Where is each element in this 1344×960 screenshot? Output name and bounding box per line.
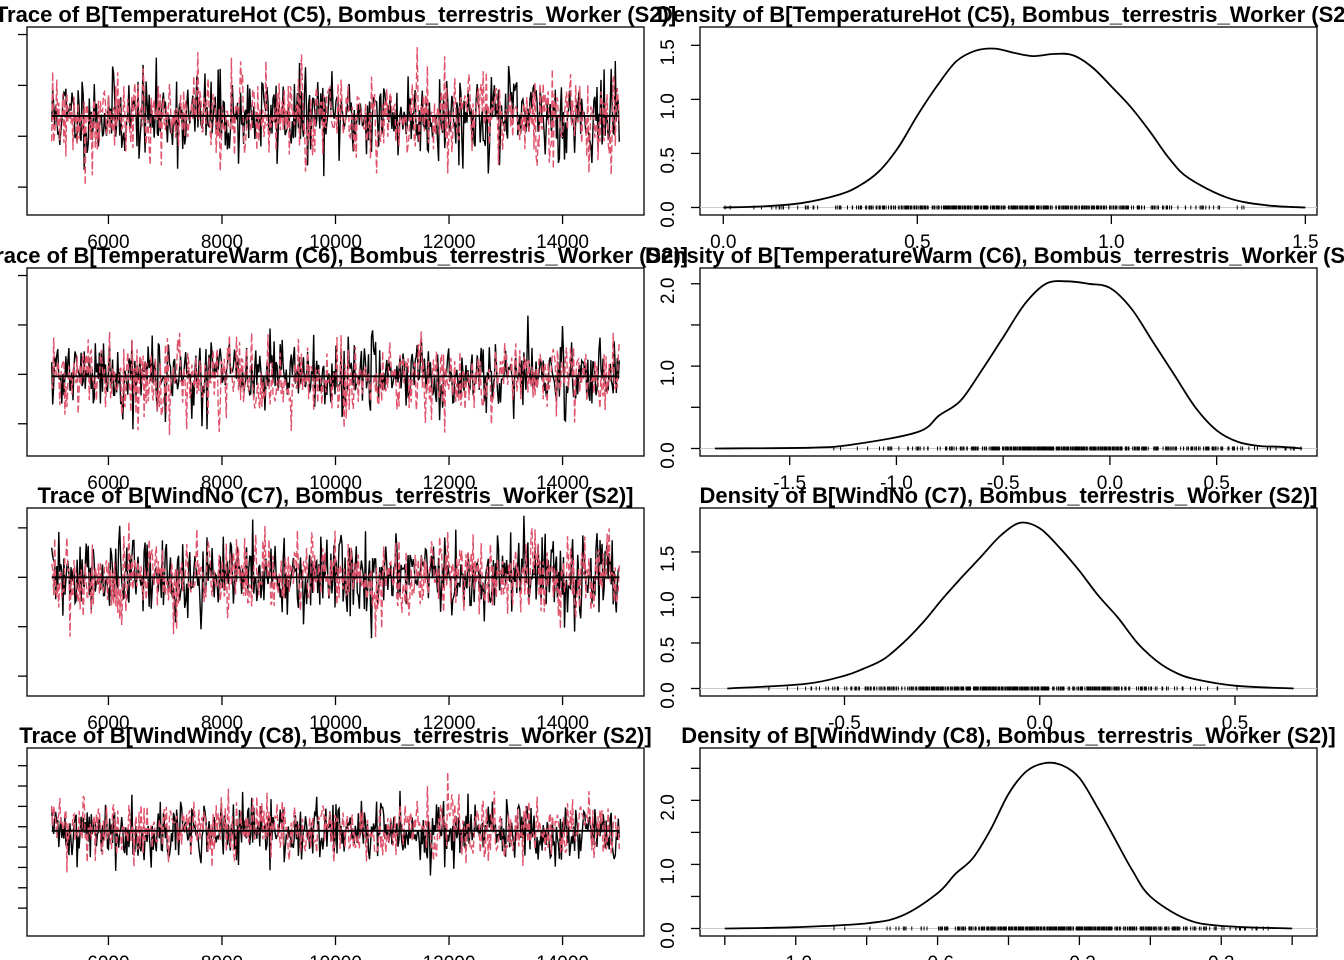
panel-title: Trace of B[WindWindy (C8), Bombus_terres… (19, 723, 651, 748)
y-tick-label: 2.0 (658, 278, 679, 304)
y-tick-label: 0.0 (658, 682, 679, 708)
x-tick-label: 14000 (536, 953, 589, 960)
panel-title: Density of B[TemperatureHot (C5), Bombus… (657, 2, 1344, 27)
x-tick-label: 1.0 (1098, 232, 1124, 253)
rug-marks (833, 446, 1302, 451)
trace-series-2 (51, 331, 620, 436)
x-tick-label: 14000 (536, 713, 589, 734)
x-tick-label: -0.5 (828, 713, 861, 734)
x-tick-label: 0.2 (1208, 953, 1234, 960)
trace-series-2 (51, 47, 620, 186)
x-tick-label: 6000 (87, 232, 129, 253)
density-panel-2: Density of B[TemperatureWarm (C6), Bombu… (645, 243, 1344, 494)
panel-title: Density of B[TemperatureWarm (C6), Bombu… (645, 243, 1344, 268)
trace-series-1 (51, 515, 620, 639)
y-tick-label: 1.0 (658, 360, 679, 386)
x-tick-label: 10000 (309, 232, 362, 253)
trace-panel-3: Trace of B[WindNo (C7), Bombus_terrestri… (18, 483, 645, 734)
x-tick-label: 10000 (309, 953, 362, 960)
panel-title: Density of B[WindWindy (C8), Bombus_terr… (681, 723, 1335, 748)
plot-frame (699, 26, 1318, 216)
x-tick-label: 0.0 (1097, 473, 1123, 494)
y-tick-label: 1.0 (658, 591, 679, 617)
plot-frame (699, 267, 1318, 457)
y-tick-label: 1.5 (658, 546, 679, 572)
x-tick-label: -0.5 (987, 473, 1020, 494)
x-tick-label: -1.5 (773, 473, 806, 494)
x-tick-label: -1.0 (779, 953, 812, 960)
density-curve (723, 47, 1306, 209)
rug-marks (833, 926, 1269, 931)
x-tick-label: -1.0 (880, 473, 913, 494)
x-tick-label: 0.0 (710, 232, 736, 253)
x-tick-label: 8000 (201, 232, 243, 253)
trace-series-2 (51, 521, 620, 638)
panel-title: Trace of B[TemperatureHot (C5), Bombus_t… (0, 2, 676, 27)
x-tick-label: 12000 (423, 473, 476, 494)
density-curve (714, 280, 1303, 450)
x-tick-label: -0.6 (921, 953, 954, 960)
x-tick-label: 6000 (87, 713, 129, 734)
x-tick-label: 12000 (423, 953, 476, 960)
x-tick-label: 8000 (201, 713, 243, 734)
x-tick-label: 8000 (201, 953, 243, 960)
rug-marks (724, 205, 1245, 210)
density-panel-4: Density of B[WindWindy (C8), Bombus_terr… (658, 723, 1336, 960)
y-tick-label: 0.0 (658, 922, 679, 948)
panel-title: Density of B[WindNo (C7), Bombus_terrest… (700, 483, 1318, 508)
y-tick-label: 1.0 (658, 93, 679, 119)
trace-panel-1: Trace of B[TemperatureHot (C5), Bombus_t… (0, 2, 676, 253)
x-tick-label: 10000 (309, 713, 362, 734)
y-tick-label: 1.0 (658, 858, 679, 884)
x-tick-label: 14000 (536, 473, 589, 494)
x-tick-label: 6000 (87, 953, 129, 960)
density-panel-1: Density of B[TemperatureHot (C5), Bombus… (657, 2, 1344, 253)
trace-panel-4: Trace of B[WindWindy (C8), Bombus_terres… (18, 723, 652, 960)
x-tick-label: 8000 (201, 473, 243, 494)
x-tick-label: 10000 (309, 473, 362, 494)
x-tick-label: 0.5 (1203, 473, 1229, 494)
panel-title: Trace of B[TemperatureWarm (C6), Bombus_… (0, 243, 688, 268)
x-tick-label: 14000 (536, 232, 589, 253)
density-curve (724, 761, 1293, 930)
x-tick-label: -0.2 (1063, 953, 1096, 960)
y-tick-label: 0.0 (658, 442, 679, 468)
x-tick-label: 0.0 (1027, 713, 1053, 734)
density-curve (727, 521, 1294, 690)
y-tick-label: 0.5 (658, 147, 679, 173)
density-panel-3: Density of B[WindNo (C7), Bombus_terrest… (658, 483, 1318, 734)
x-tick-label: 6000 (87, 473, 129, 494)
y-tick-label: 1.5 (658, 39, 679, 65)
y-tick-label: 0.5 (658, 637, 679, 663)
x-tick-label: 0.5 (904, 232, 930, 253)
y-tick-label: 2.0 (658, 794, 679, 820)
rug-marks (768, 686, 1238, 691)
y-tick-label: 0.0 (658, 201, 679, 227)
trace-panel-2: Trace of B[TemperatureWarm (C6), Bombus_… (0, 243, 688, 494)
panel-title: Trace of B[WindNo (C7), Bombus_terrestri… (38, 483, 634, 508)
x-tick-label: 0.5 (1222, 713, 1248, 734)
x-tick-label: 1.5 (1292, 232, 1318, 253)
plot-frame (699, 507, 1318, 697)
x-tick-label: 12000 (423, 713, 476, 734)
x-tick-label: 12000 (423, 232, 476, 253)
